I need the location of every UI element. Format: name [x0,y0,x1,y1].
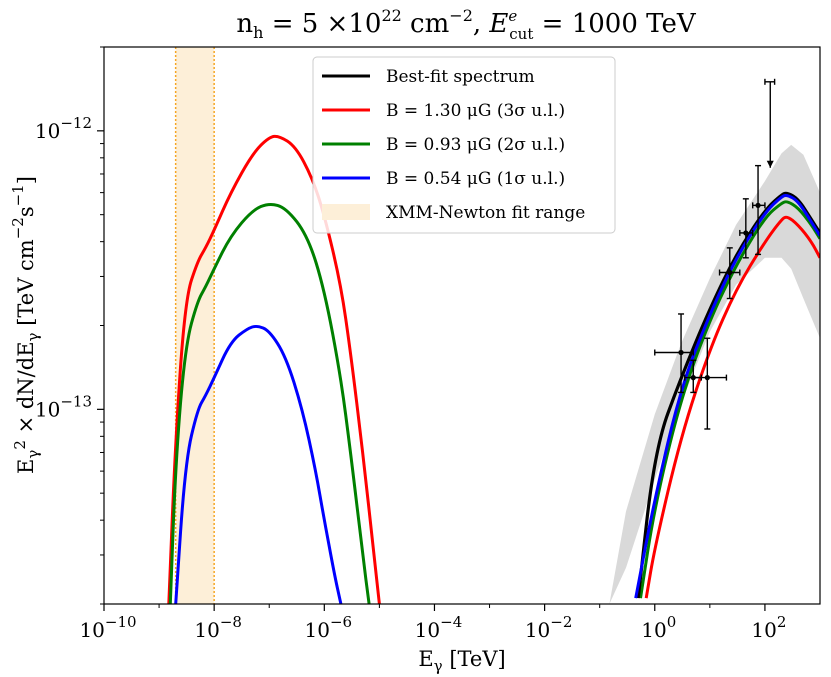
y-axis-title: Eγ2 × dN/dEγ [TeV cm−2s−1] [9,176,42,474]
legend-entry-4: XMM-Newton fit range [322,203,585,223]
uncertainty-band-area [609,144,820,604]
uncertainty-band [609,144,820,604]
x-tick-label-4: 10−2 [525,613,573,642]
legend-label-2: B = 0.93 μG (2σ u.l.) [386,135,565,155]
legend-label-4: XMM-Newton fit range [386,203,585,223]
legend-entry-0: Best-fit spectrum [322,67,535,87]
x-tick-label-0: 10−10 [79,613,136,642]
y-tick-label-1: 10−13 [35,392,92,421]
x-tick-label-2: 10−6 [305,613,353,642]
series-line-2-seg-0 [168,202,371,604]
legend: Best-fit spectrum B = 1.30 μG (3σ u.l.) B … [312,56,616,234]
legend-entry-3: B = 0.54 μG (1σ u.l.) [322,169,565,189]
x-tick-label-1: 10−8 [194,613,242,642]
data-point-3 [718,247,741,300]
data-point-6 [764,78,776,168]
data-point-4 [739,198,754,259]
data-point-0 [654,313,694,394]
legend-label-1: B = 1.30 μG (3σ u.l.) [386,101,565,121]
x-tick-label-5: 100 [641,613,676,642]
series-line-1-seg-0 [167,134,381,604]
data-point-2 [692,337,728,430]
x-tick-label-3: 10−4 [415,613,463,642]
x-tick-label-6: 102 [751,613,786,642]
y-tick-label-0: 10−12 [35,114,92,143]
data-points [654,78,776,430]
ticks: 10−10 10−8 10−6 10−4 10−2 100 102 10−12 10−13 [35,46,786,642]
x-axis-title: Eγ [TeV] [418,647,505,675]
legend-entry-1: B = 1.30 μG (3σ u.l.) [322,101,565,121]
series-line-3-seg-0 [174,324,343,604]
legend-label-3: B = 0.54 μG (1σ u.l.) [386,169,565,189]
data-point-5 [752,164,766,256]
legend-label-0: Best-fit spectrum [386,67,535,87]
chart-title: nh = 5 ×1022 cm−2, Ee cut = 1000 TeV [236,6,696,43]
legend-frame [312,56,616,234]
legend-entry-2: B = 0.93 μG (2σ u.l.) [322,135,565,155]
series-line-1-seg-1 [644,215,820,599]
